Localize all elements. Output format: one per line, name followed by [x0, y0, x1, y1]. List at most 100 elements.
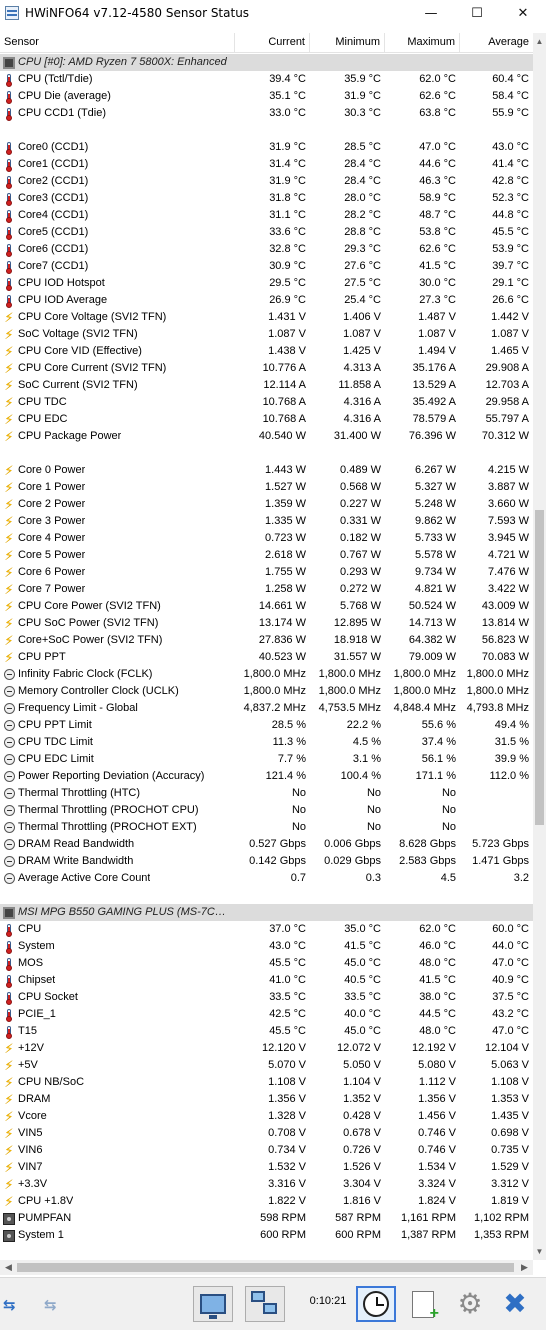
table-row[interactable]: ⚡ VIN5 0.708 V 0.678 V 0.746 V 0.698 V	[0, 1125, 533, 1142]
table-row[interactable]: ⚡ CPU SoC Power (SVI2 TFN) 13.174 W 12.895 …	[0, 615, 533, 632]
maximum-value: 50.524 W	[408, 600, 456, 612]
maximize-button[interactable]: ☐	[471, 5, 483, 21]
thermometer-icon	[3, 158, 15, 172]
table-row[interactable]: ⚡ CPU PPT 40.523 W 31.557 W 79.009 W 70.083 W	[0, 649, 533, 666]
table-row[interactable]: ⚡ Core 3 Power 1.335 W 0.331 W 9.862 W 7.593 …	[0, 513, 533, 530]
table-row[interactable]: ⚡ Core 0 Power 1.443 W 0.489 W 6.267 W 4.215 …	[0, 462, 533, 479]
table-row[interactable]: CPU Socket 33.5 °C 33.5 °C 38.0 °C 37.5 °C	[0, 989, 533, 1006]
table-row[interactable]: ⚡ VIN7 1.532 V 1.526 V 1.534 V 1.529 V	[0, 1159, 533, 1176]
table-row[interactable]: Memory Controller Clock (UCLK) 1,800.0 MH…	[0, 683, 533, 700]
table-row[interactable]: MOS 45.5 °C 45.0 °C 48.0 °C 47.0 °C	[0, 955, 533, 972]
table-row[interactable]: Thermal Throttling (PROCHOT CPU) No No No	[0, 802, 533, 819]
expand-arrows-icon[interactable]: ⇆	[3, 1297, 16, 1314]
table-row[interactable]: Core5 (CCD1) 33.6 °C 28.8 °C 53.8 °C 45.5 °C	[0, 224, 533, 241]
table-row[interactable]: CPU (Tctl/Tdie) 39.4 °C 35.9 °C 62.0 °C 60.4…	[0, 71, 533, 88]
table-row[interactable]: CPU IOD Hotspot 29.5 °C 27.5 °C 30.0 °C 29.1…	[0, 275, 533, 292]
current-value: 1.438 V	[268, 345, 306, 357]
table-row[interactable]: ⚡ Core 1 Power 1.527 W 0.568 W 5.327 W 3.887 …	[0, 479, 533, 496]
table-row[interactable]: CPU TDC Limit 11.3 % 4.5 % 37.4 % 31.5 %	[0, 734, 533, 751]
table-row[interactable]: Chipset 41.0 °C 40.5 °C 41.5 °C 40.9 °C	[0, 972, 533, 989]
table-row[interactable]: ⚡ +5V 5.070 V 5.050 V 5.080 V 5.063 V	[0, 1057, 533, 1074]
scroll-down-arrow-icon[interactable]: ▼	[535, 1247, 544, 1256]
table-row[interactable]: ⚡ CPU NB/SoC 1.108 V 1.104 V 1.112 V 1.108 V	[0, 1074, 533, 1091]
collapse-arrows-icon[interactable]: ⇆	[44, 1297, 57, 1314]
table-row[interactable]: CPU EDC Limit 7.7 % 3.1 % 56.1 % 39.9 %	[0, 751, 533, 768]
scroll-right-arrow-icon[interactable]: ▶	[521, 1262, 528, 1272]
table-row[interactable]: DRAM Write Bandwidth 0.142 Gbps 0.029 Gbps…	[0, 853, 533, 870]
scroll-left-arrow-icon[interactable]: ◀	[5, 1262, 12, 1272]
table-row[interactable]: ⚡ Core 6 Power 1.755 W 0.293 W 9.734 W 7.476 …	[0, 564, 533, 581]
table-row[interactable]: ⚡ CPU Core Power (SVI2 TFN) 14.661 W 5.768 …	[0, 598, 533, 615]
table-row[interactable]: CPU CCD1 (Tdie) 33.0 °C 30.3 °C 63.8 °C 55.9…	[0, 105, 533, 122]
table-row[interactable]: CPU 37.0 °C 35.0 °C 62.0 °C 60.0 °C	[0, 921, 533, 938]
table-row[interactable]: ⚡ SoC Current (SVI2 TFN) 12.114 A 11.858 A 1…	[0, 377, 533, 394]
logging-button[interactable]	[403, 1286, 443, 1323]
average-value: 3.2	[513, 872, 529, 884]
table-row[interactable]: ⚡ Core+SoC Power (SVI2 TFN) 27.836 W 18.918…	[0, 632, 533, 649]
horizontal-scroll-thumb[interactable]	[17, 1263, 514, 1272]
sensor-label: CPU IOD Hotspot	[18, 277, 105, 289]
table-row[interactable]: Core7 (CCD1) 30.9 °C 27.6 °C 41.5 °C 39.7 °C	[0, 258, 533, 275]
table-row[interactable]: Core3 (CCD1) 31.8 °C 28.0 °C 58.9 °C 52.3 °C	[0, 190, 533, 207]
table-row[interactable]: ⚡ CPU +1.8V 1.822 V 1.816 V 1.824 V 1.819 V	[0, 1193, 533, 1210]
table-row[interactable]: System 43.0 °C 41.5 °C 46.0 °C 44.0 °C	[0, 938, 533, 955]
table-row[interactable]: ⚡ Core 7 Power 1.258 W 0.272 W 4.821 W 3.422 …	[0, 581, 533, 598]
table-row[interactable]: Core2 (CCD1) 31.9 °C 28.4 °C 46.3 °C 42.8 °C	[0, 173, 533, 190]
table-row[interactable]: ⚡ VIN6 0.734 V 0.726 V 0.746 V 0.735 V	[0, 1142, 533, 1159]
table-row[interactable]: ⚡ CPU Package Power 40.540 W 31.400 W 76.396…	[0, 428, 533, 445]
scroll-up-arrow-icon[interactable]: ▲	[535, 37, 544, 46]
table-row[interactable]: Thermal Throttling (PROCHOT EXT) No No No	[0, 819, 533, 836]
table-row[interactable]: Average Active Core Count 0.7 0.3 4.5 3.2	[0, 870, 533, 887]
settings-button[interactable]: ⚙	[450, 1286, 490, 1322]
table-row[interactable]: Core6 (CCD1) 32.8 °C 29.3 °C 62.6 °C 53.9 °C	[0, 241, 533, 258]
table-row[interactable]: ⚡ CPU Core Current (SVI2 TFN) 10.776 A 4.31…	[0, 360, 533, 377]
horizontal-scrollbar[interactable]: ◀ ▶	[0, 1260, 533, 1275]
table-row[interactable]: Frequency Limit - Global 4,837.2 MHz 4,753…	[0, 700, 533, 717]
table-row[interactable]: DRAM Read Bandwidth 0.527 Gbps 0.006 Gbps 8…	[0, 836, 533, 853]
column-sensor[interactable]: Sensor	[0, 33, 235, 53]
column-average[interactable]: Average	[488, 36, 529, 48]
table-row[interactable]: ⚡ CPU Core Voltage (SVI2 TFN) 1.431 V 1.406…	[0, 309, 533, 326]
table-row[interactable]: PCIE_1 42.5 °C 40.0 °C 44.5 °C 43.2 °C	[0, 1006, 533, 1023]
table-row[interactable]: ⚡ DRAM 1.356 V 1.352 V 1.356 V 1.353 V	[0, 1091, 533, 1108]
table-row[interactable]: ⚡ Core 2 Power 1.359 W 0.227 W 5.248 W 3.660 …	[0, 496, 533, 513]
column-minimum[interactable]: Minimum	[310, 33, 385, 53]
network-button[interactable]	[245, 1286, 285, 1322]
minimize-button[interactable]: —	[424, 5, 438, 21]
table-row[interactable]: Core4 (CCD1) 31.1 °C 28.2 °C 48.7 °C 44.8 °C	[0, 207, 533, 224]
table-row[interactable]: ⚡ CPU TDC 10.768 A 4.316 A 35.492 A 29.958 A	[0, 394, 533, 411]
table-row[interactable]: ⚡ CPU Core VID (Effective) 1.438 V 1.425 V 1…	[0, 343, 533, 360]
vertical-scrollbar[interactable]: ▲ ▼	[533, 33, 546, 1260]
vertical-scroll-thumb[interactable]	[535, 510, 544, 825]
table-row[interactable]: ⚡ +12V 12.120 V 12.072 V 12.192 V 12.104 V	[0, 1040, 533, 1057]
table-row[interactable]: ⚡ CPU EDC 10.768 A 4.316 A 78.579 A 55.797 A	[0, 411, 533, 428]
table-row[interactable]: ⚡ Core 4 Power 0.723 W 0.182 W 5.733 W 3.945 …	[0, 530, 533, 547]
current-value: 13.174 W	[258, 617, 306, 629]
table-row[interactable]: Thermal Throttling (HTC) No No No	[0, 785, 533, 802]
maximum-value: 58.9 °C	[419, 192, 456, 204]
column-maximum[interactable]: Maximum	[385, 33, 460, 53]
minimum-value: 4.316 A	[343, 396, 381, 408]
table-row[interactable]: Core1 (CCD1) 31.4 °C 28.4 °C 44.6 °C 41.4 °C	[0, 156, 533, 173]
reset-clock-button[interactable]	[356, 1286, 396, 1322]
monitor-button[interactable]	[193, 1286, 233, 1322]
table-row[interactable]: ⚡ Vcore 1.328 V 0.428 V 1.456 V 1.435 V	[0, 1108, 533, 1125]
table-row[interactable]: ⚡ +3.3V 3.316 V 3.304 V 3.324 V 3.312 V	[0, 1176, 533, 1193]
sensor-group-row[interactable]: CPU [#0]: AMD Ryzen 7 5800X: Enhanced	[0, 54, 533, 71]
table-row[interactable]: CPU PPT Limit 28.5 % 22.2 % 55.6 % 49.4 %	[0, 717, 533, 734]
exit-button[interactable]: ✖	[495, 1286, 535, 1322]
sensor-group-row[interactable]: MSI MPG B550 GAMING PLUS (MS-7C56) (...	[0, 904, 533, 921]
table-row[interactable]: PUMPFAN 598 RPM 587 RPM 1,161 RPM 1,102 RPM	[0, 1210, 533, 1227]
table-row[interactable]: ⚡ SoC Voltage (SVI2 TFN) 1.087 V 1.087 V 1.0…	[0, 326, 533, 343]
table-row[interactable]: CPU Die (average) 35.1 °C 31.9 °C 62.6 °C 58…	[0, 88, 533, 105]
table-row[interactable]: Core0 (CCD1) 31.9 °C 28.5 °C 47.0 °C 43.0 °C	[0, 139, 533, 156]
table-row[interactable]: T15 45.5 °C 45.0 °C 48.0 °C 47.0 °C	[0, 1023, 533, 1040]
table-row[interactable]: System 1 600 RPM 600 RPM 1,387 RPM 1,353 RPM	[0, 1227, 533, 1243]
column-current[interactable]: Current	[235, 33, 310, 53]
table-row[interactable]: ⚡ Core 5 Power 2.618 W 0.767 W 5.578 W 4.721 …	[0, 547, 533, 564]
table-row[interactable]: Power Reporting Deviation (Accuracy) 121.…	[0, 768, 533, 785]
current-value: 31.4 °C	[269, 158, 306, 170]
close-button[interactable]: ✕	[517, 5, 529, 21]
table-row[interactable]: Infinity Fabric Clock (FCLK) 1,800.0 MHz 1…	[0, 666, 533, 683]
table-row[interactable]: CPU IOD Average 26.9 °C 25.4 °C 27.3 °C 26.6…	[0, 292, 533, 309]
